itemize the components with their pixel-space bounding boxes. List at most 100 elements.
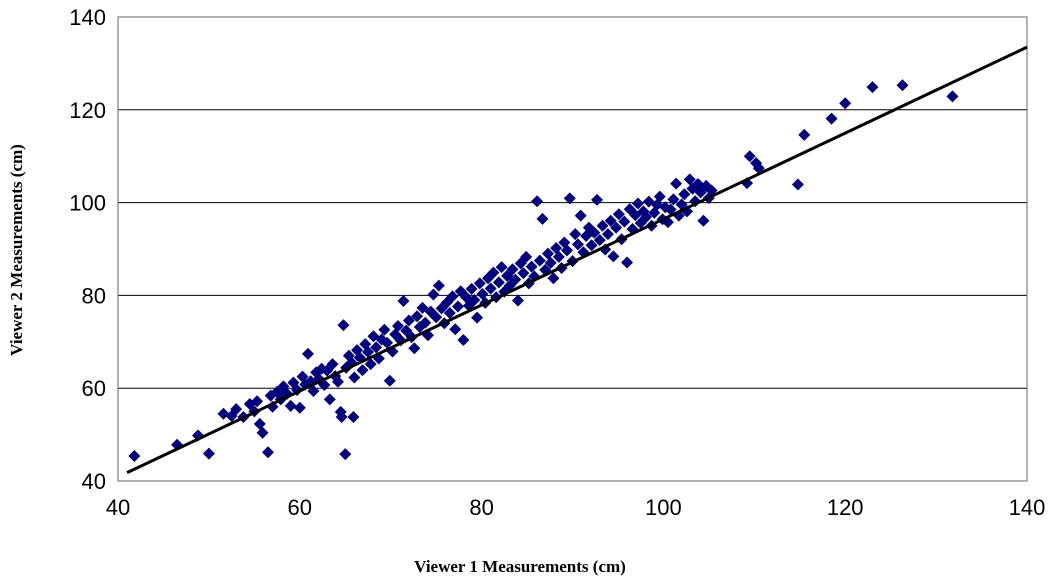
x-tick-label: 120 [827,495,864,520]
data-point [588,226,601,239]
data-point [256,426,269,439]
data-point [541,247,554,260]
data-point [697,214,710,227]
data-point [946,90,959,103]
x-tick-label: 40 [106,495,130,520]
data-point [391,320,404,333]
data-point [585,239,598,252]
data-point [533,254,546,267]
data-point [443,307,456,320]
data-point [683,173,696,186]
data-point [370,341,383,354]
data-point [511,294,524,307]
data-point [284,399,297,412]
data-point [621,256,634,269]
data-point [484,282,497,295]
trendline [126,45,1028,475]
data-point [670,177,683,190]
data-point [569,228,582,241]
y-tick-label: 60 [82,376,106,401]
data-point [383,374,396,387]
data-point [640,210,653,223]
data-point [618,215,631,228]
data-point [509,273,522,286]
data-point [506,263,519,276]
data-point [612,208,625,221]
y-axis-ticks: 40 60 80 100 120 140 [69,5,106,494]
data-point [743,150,756,163]
data-point [574,209,587,222]
data-point [601,228,614,241]
data-point [432,279,445,292]
x-tick-label: 140 [1009,495,1046,520]
data-point [381,336,394,349]
data-point [471,311,484,324]
data-point [253,417,266,430]
data-point [323,393,336,406]
data-point [607,250,620,263]
data-point [378,323,391,336]
data-point [335,410,348,423]
data-point [896,79,909,92]
data-point [451,300,464,313]
data-point [419,316,432,329]
data-point [571,238,584,251]
data-point [446,290,459,303]
data-point [411,310,424,323]
y-tick-label: 80 [82,283,106,308]
data-point [261,446,274,459]
data-point [449,323,462,336]
data-point [408,342,421,355]
data-point [791,178,804,191]
data-point [427,288,440,301]
data-point [293,401,306,414]
data-point [476,288,489,301]
y-tick-label: 100 [69,191,106,216]
data-point [550,242,563,255]
x-axis-ticks: 40 60 80 100 120 140 [106,495,1046,520]
data-point [825,112,838,125]
y-tick-label: 40 [82,469,106,494]
data-point [667,193,680,206]
data-point [492,276,505,289]
y-tick-label: 120 [69,98,106,123]
data-point [604,214,617,227]
data-point [339,448,352,461]
data-point [536,212,549,225]
data-point [356,364,369,377]
data-point [337,319,350,332]
data-point [596,219,609,232]
data-point [525,260,538,273]
data-point [347,410,360,423]
data-point [531,195,544,208]
data-point [364,358,377,371]
y-tick-label: 140 [69,5,106,30]
data-point [520,250,533,263]
data-point [430,311,443,324]
data-point [301,347,314,360]
data-point [251,395,264,408]
data-point [552,250,565,263]
x-axis-title: Viewer 1 Measurements (cm) [414,557,626,576]
data-point [348,371,361,384]
data-point [547,272,560,285]
data-point [307,384,320,397]
data-point [631,197,644,210]
data-point [653,190,666,203]
data-point [457,333,470,346]
data-point [563,192,576,205]
data-point [230,403,243,416]
y-axis-title: Viewer 2 Measurements (cm) [7,144,26,356]
data-point [361,346,374,359]
plot-area-frame [117,16,1028,482]
data-points [128,79,959,462]
x-tick-label: 80 [469,495,493,520]
data-point [397,294,410,307]
data-point [326,358,339,371]
data-point [487,266,500,279]
data-point [495,261,508,274]
data-point [465,282,478,295]
data-point [544,256,557,269]
data-point [561,244,574,257]
